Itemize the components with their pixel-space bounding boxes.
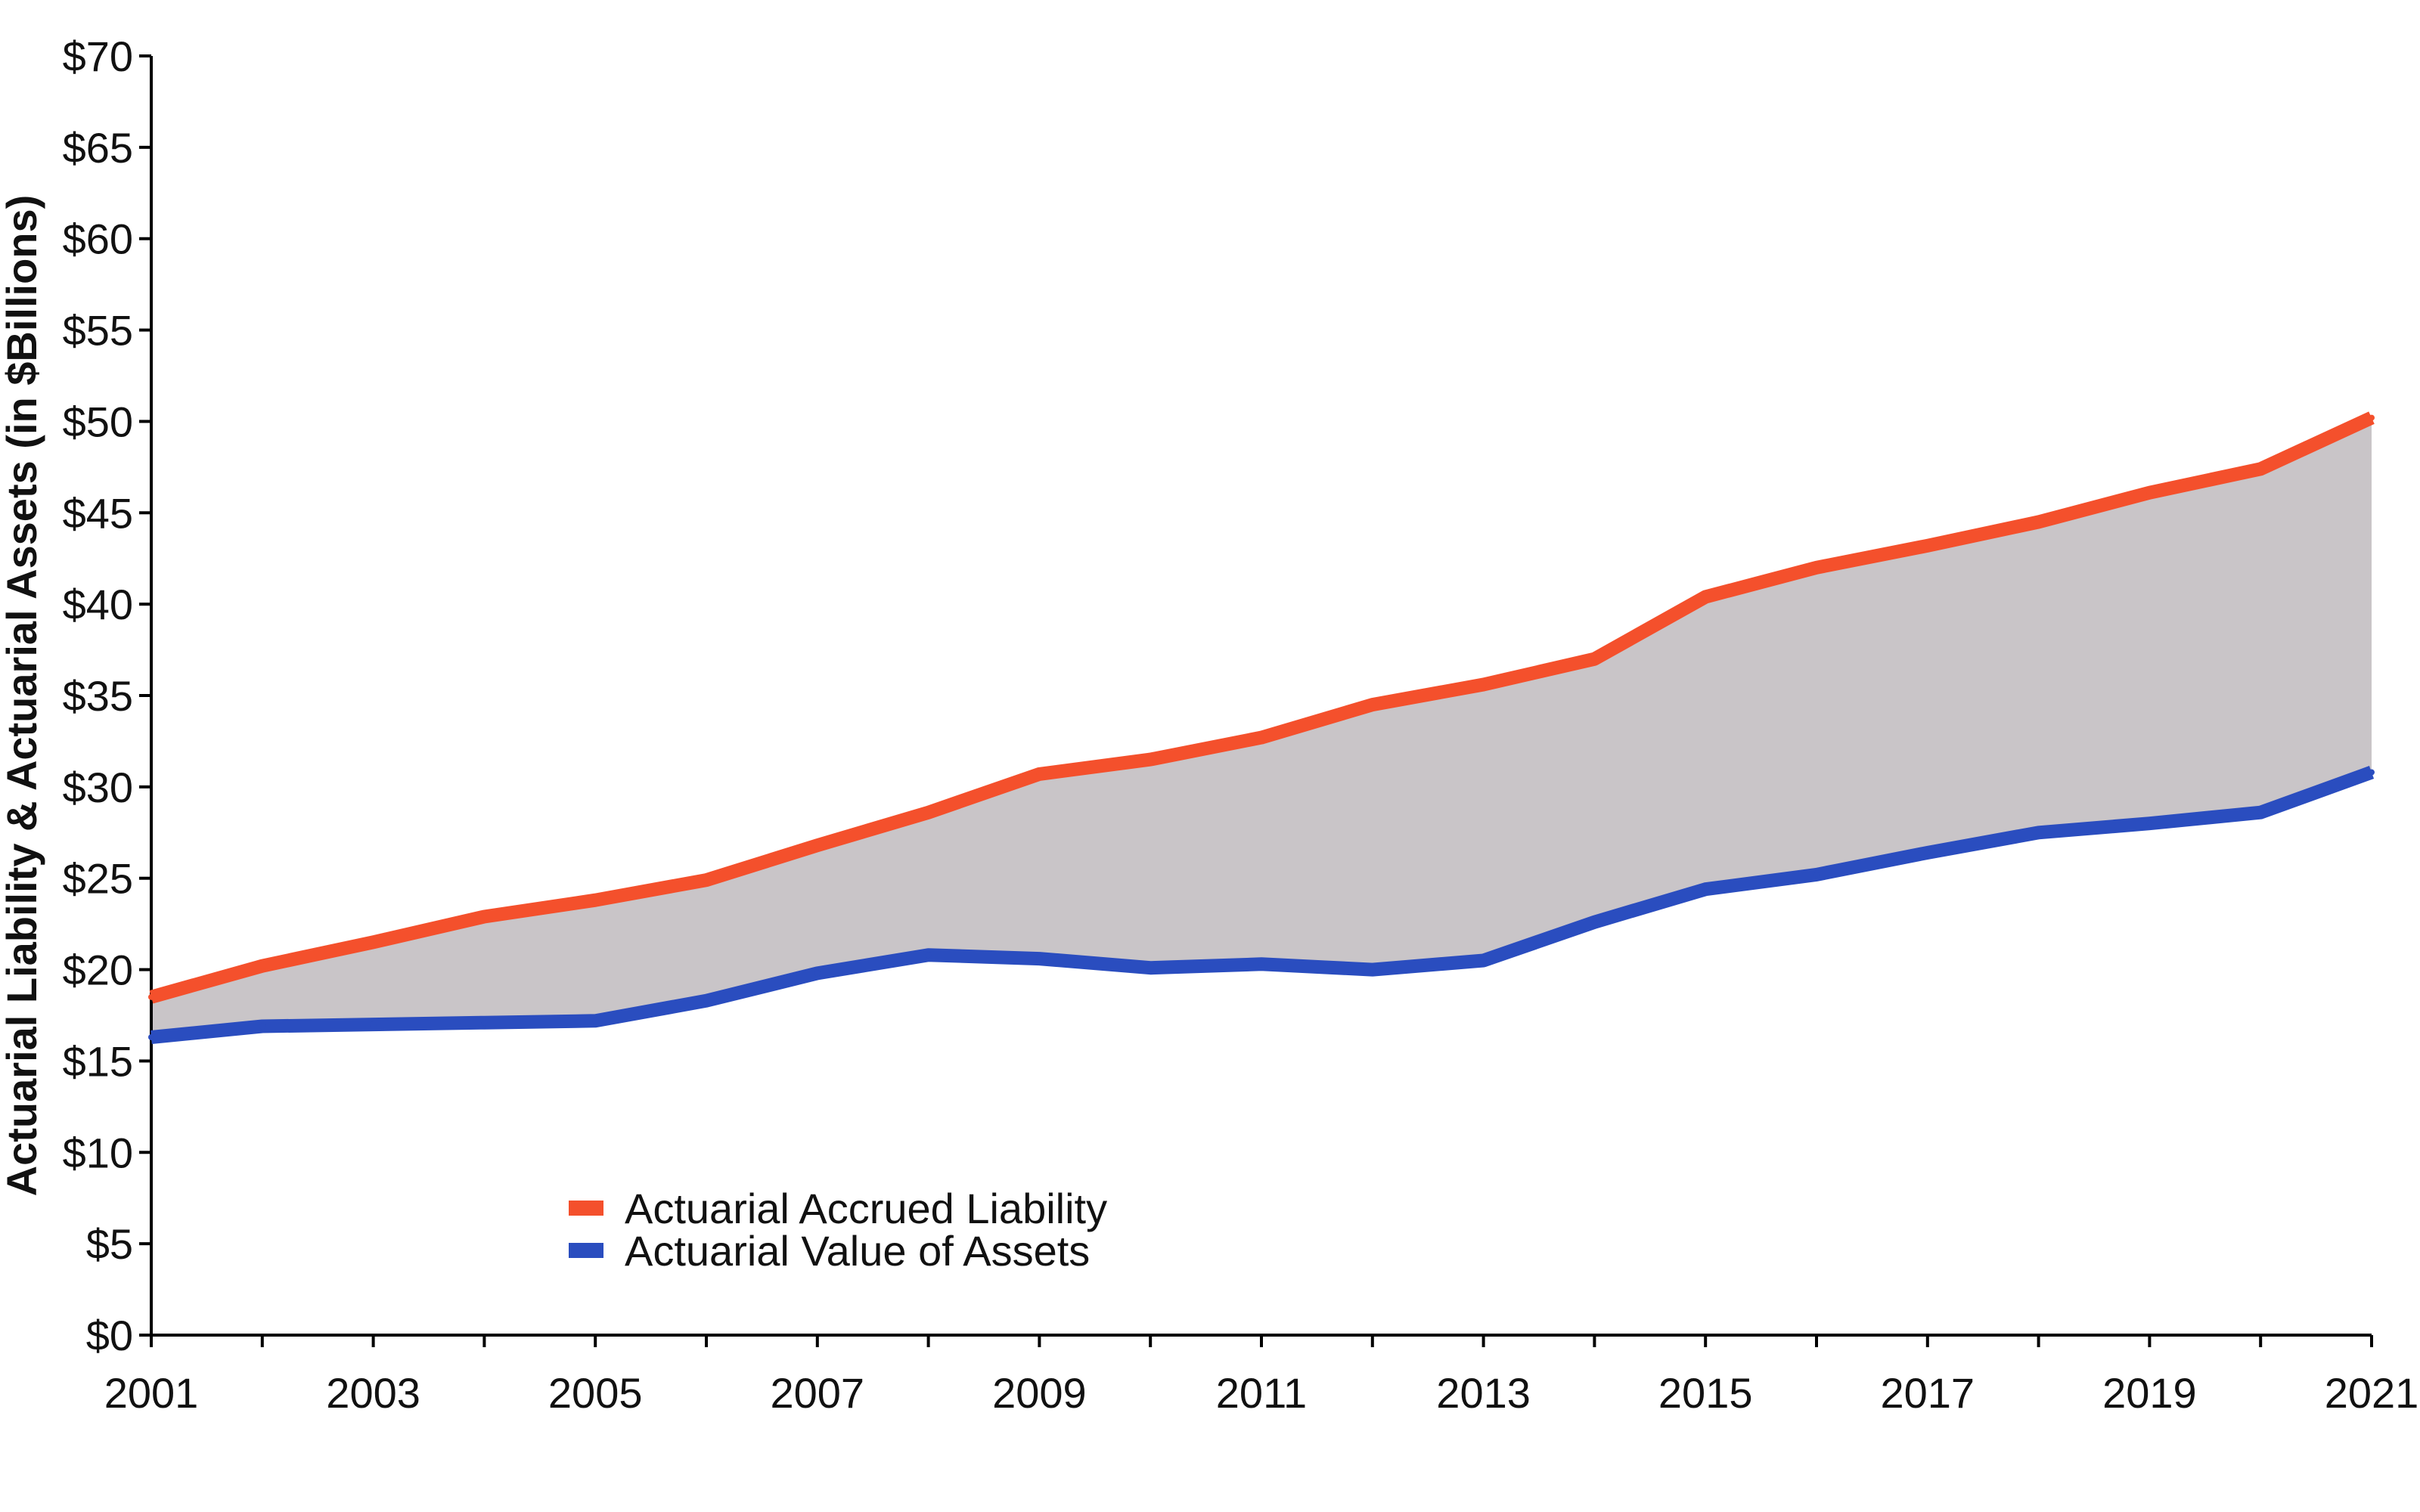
data-point-liability bbox=[1591, 655, 1598, 662]
y-tick-label: $70 bbox=[63, 33, 133, 80]
y-tick-label: $10 bbox=[63, 1129, 133, 1176]
x-tick-label: 2019 bbox=[2102, 1369, 2197, 1417]
data-point-liability bbox=[1369, 702, 1376, 708]
data-point-liability bbox=[1813, 564, 1820, 571]
y-tick-label: $65 bbox=[63, 124, 133, 172]
data-point-assets bbox=[2035, 829, 2042, 836]
data-point-liability bbox=[703, 877, 709, 884]
data-point-assets bbox=[1591, 919, 1598, 925]
y-tick-label: $30 bbox=[63, 764, 133, 811]
x-tick-label: 2005 bbox=[548, 1369, 643, 1417]
y-tick-label: $45 bbox=[63, 489, 133, 537]
data-point-liability bbox=[1480, 681, 1487, 688]
data-point-liability bbox=[592, 897, 599, 903]
y-tick-label: $40 bbox=[63, 581, 133, 628]
data-point-liability bbox=[148, 993, 154, 1000]
y-tick-label: $5 bbox=[86, 1220, 133, 1268]
data-point-assets bbox=[2257, 809, 2264, 816]
data-point-assets bbox=[370, 1021, 377, 1028]
x-tick-label: 2013 bbox=[1436, 1369, 1531, 1417]
data-point-liability bbox=[1702, 593, 1709, 600]
x-tick-label: 2007 bbox=[771, 1369, 865, 1417]
x-tick-label: 2001 bbox=[104, 1369, 199, 1417]
data-point-liability bbox=[1924, 542, 1931, 549]
data-point-liability bbox=[2146, 489, 2153, 496]
data-point-assets bbox=[592, 1018, 599, 1024]
data-point-assets bbox=[1480, 957, 1487, 964]
data-point-assets bbox=[1369, 966, 1376, 973]
data-point-assets bbox=[148, 1034, 154, 1041]
legend-swatch bbox=[569, 1201, 603, 1216]
data-point-assets bbox=[814, 970, 821, 977]
data-point-liability bbox=[2369, 414, 2375, 421]
legend-swatch bbox=[569, 1243, 603, 1258]
axes-layer: $0 $5 $10 $15 $20 $25 $30 $35 $40 $45 $50 $55 $60 $65… bbox=[63, 33, 2419, 1417]
y-tick-label: $50 bbox=[63, 398, 133, 445]
data-point-assets bbox=[1702, 886, 1709, 893]
data-point-liability bbox=[1147, 756, 1154, 763]
data-point-liability bbox=[814, 842, 821, 849]
data-point-liability bbox=[2035, 519, 2042, 525]
data-point-assets bbox=[925, 952, 932, 959]
data-point-assets bbox=[1924, 849, 1931, 856]
y-tick-label: $15 bbox=[63, 1037, 133, 1085]
data-point-assets bbox=[259, 1023, 265, 1030]
data-point-liability bbox=[1036, 770, 1043, 777]
data-point-liability bbox=[370, 939, 377, 946]
data-point-liability bbox=[925, 809, 932, 816]
gap-fill-layer bbox=[151, 417, 2372, 1037]
data-point-assets bbox=[1258, 961, 1264, 968]
y-axis-title: Actuarial Liability & Actuarial Assets (… bbox=[0, 195, 45, 1197]
y-tick-label: $0 bbox=[86, 1312, 133, 1359]
y-tick-label: $35 bbox=[63, 672, 133, 720]
data-point-liability bbox=[1258, 734, 1264, 741]
data-point-liability bbox=[2257, 466, 2264, 472]
data-point-assets bbox=[2146, 820, 2153, 827]
gap-area bbox=[151, 417, 2372, 1037]
data-point-assets bbox=[1813, 871, 1820, 878]
legend-label: Actuarial Accrued Liability bbox=[625, 1185, 1107, 1232]
data-point-assets bbox=[1036, 956, 1043, 962]
y-tick-label: $20 bbox=[63, 947, 133, 994]
data-point-liability bbox=[481, 913, 488, 920]
x-tick-label: 2009 bbox=[992, 1369, 1087, 1417]
y-tick-label: $25 bbox=[63, 855, 133, 903]
x-tick-label: 2011 bbox=[1216, 1369, 1307, 1417]
data-point-liability bbox=[259, 962, 265, 969]
data-point-assets bbox=[1147, 965, 1154, 971]
legend-label: Actuarial Value of Assets bbox=[625, 1227, 1090, 1275]
x-tick-label: 2003 bbox=[326, 1369, 420, 1417]
series-lines-layer bbox=[148, 411, 2375, 1044]
data-point-assets bbox=[703, 997, 709, 1004]
y-tick-label: $55 bbox=[63, 307, 133, 355]
data-point-assets bbox=[481, 1019, 488, 1026]
x-tick-label: 2015 bbox=[1658, 1369, 1753, 1417]
y-tick-label: $60 bbox=[63, 215, 133, 263]
data-point-assets bbox=[2369, 769, 2375, 776]
x-tick-label: 2017 bbox=[1881, 1369, 1975, 1417]
x-tick-label: 2021 bbox=[2325, 1369, 2419, 1417]
